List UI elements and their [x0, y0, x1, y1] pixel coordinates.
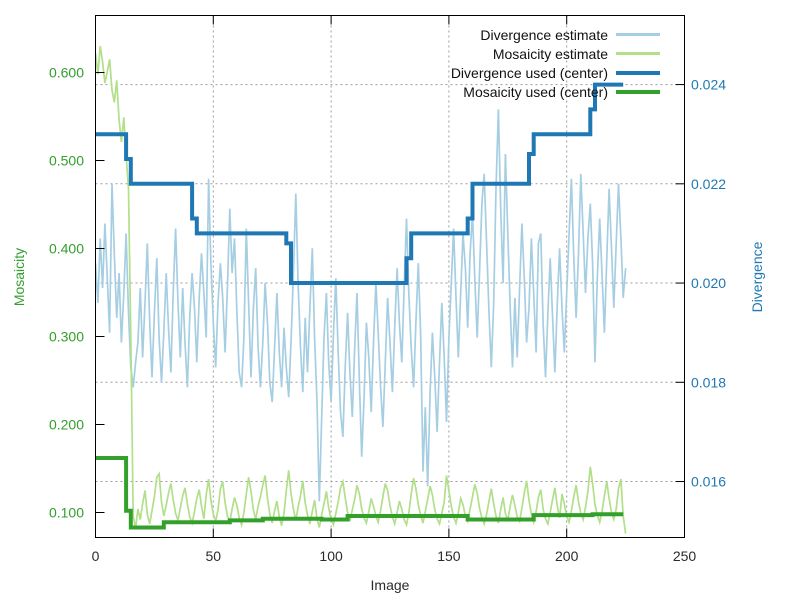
legend-item-divergence-estimate: Divergence estimate: [451, 25, 660, 44]
y-left-tick-label: 0.500: [49, 153, 84, 169]
plot-border: [95, 15, 685, 538]
series-divergence-used-center-line: [95, 82, 624, 285]
y-axis-label-right: Divergence: [749, 241, 765, 313]
legend-label: Mosaicity estimate: [492, 45, 608, 62]
y-axis-label-left: Mosaicity: [11, 247, 27, 307]
legend-label: Divergence estimate: [480, 26, 608, 43]
series-mosaicity-used-center-line: [95, 456, 624, 530]
series-mosaicity-estimate-line: [95, 45, 627, 534]
y-left-tick-label: 0.300: [49, 329, 84, 345]
y-right-tick-label: 0.024: [691, 77, 726, 93]
y-right-tick-label: 0.020: [691, 275, 726, 291]
y-left-tick-label: 0.100: [49, 505, 84, 521]
y-right-tick-label: 0.022: [691, 176, 726, 192]
legend-line-sample-icon: [616, 33, 660, 36]
legend-line-sample-icon: [616, 52, 660, 55]
legend-label: Divergence used (center): [450, 64, 608, 81]
x-tick-label: 50: [206, 548, 222, 564]
legend-line-sample-icon: [616, 70, 660, 75]
x-tick-label: 200: [555, 548, 579, 564]
x-tick-label: 250: [673, 548, 697, 564]
legend-label: Mosaicity used (center): [463, 83, 608, 100]
x-tick-label: 150: [437, 548, 461, 564]
legend: Divergence estimate Mosaicity estimate D…: [451, 25, 660, 101]
legend-item-mosaicity-estimate: Mosaicity estimate: [451, 44, 660, 63]
x-tick-label: 0: [92, 548, 100, 564]
legend-item-mosaicity-used: Mosaicity used (center): [451, 82, 660, 101]
y-left-tick-label: 0.200: [49, 417, 84, 433]
series-divergence-estimate-line: [95, 109, 627, 502]
y-right-tick-label: 0.018: [691, 374, 726, 390]
y-left-tick-label: 0.400: [49, 241, 84, 257]
y-left-tick-label: 0.600: [49, 65, 84, 81]
legend-line-sample-icon: [616, 89, 660, 94]
x-axis-label: Image: [370, 577, 410, 593]
y-right-tick-label: 0.016: [691, 474, 726, 490]
x-tick-label: 100: [319, 548, 343, 564]
legend-item-divergence-used: Divergence used (center): [451, 63, 660, 82]
